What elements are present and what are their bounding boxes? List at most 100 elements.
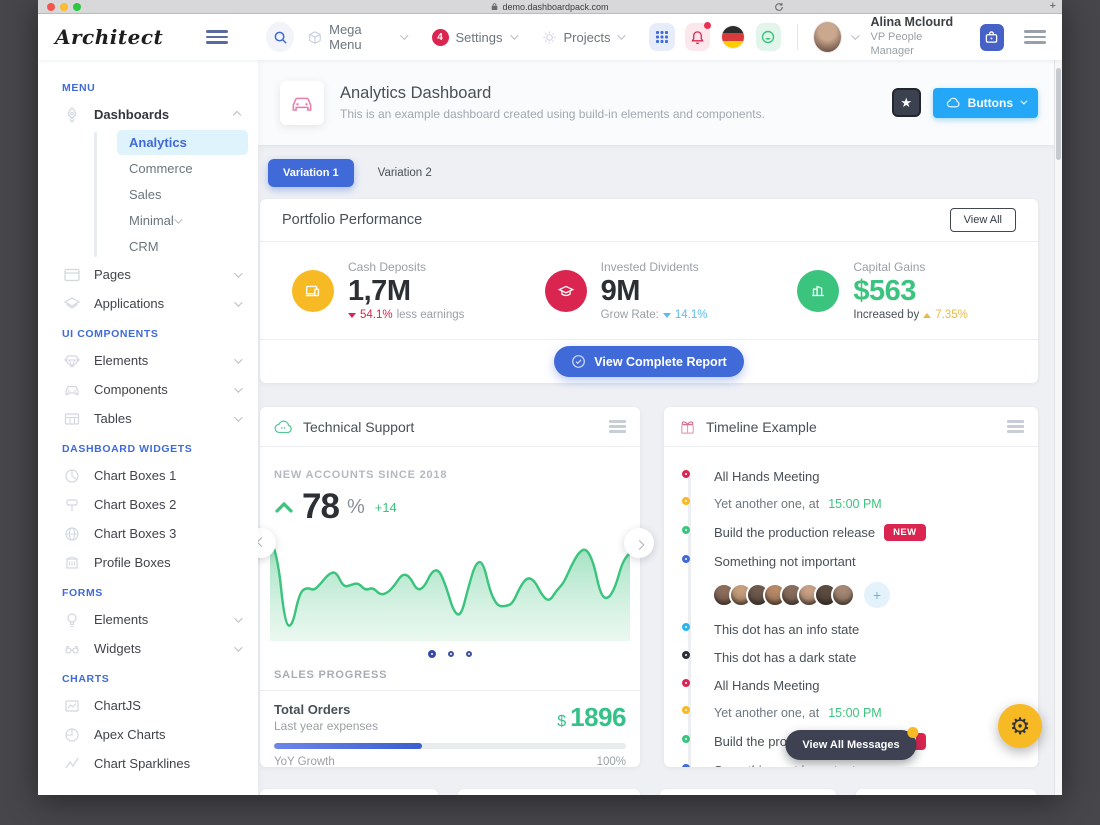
timeline-item[interactable]: This dot has an info state: [682, 622, 1022, 637]
timeline-item[interactable]: Yet another one, at 15:00 PM: [682, 497, 1022, 511]
header-divider: [796, 24, 798, 50]
sidebar-item-profile-boxes[interactable]: Profile Boxes: [38, 548, 258, 577]
sidebar-item-label: Tables: [94, 411, 132, 426]
projects-dropdown[interactable]: Projects: [542, 29, 627, 45]
sidebar-item-chart-boxes-1[interactable]: Chart Boxes 1: [38, 461, 258, 490]
close-window-button[interactable]: [47, 3, 55, 11]
stat-label: Capital Gains: [853, 259, 926, 274]
apps-grid-button[interactable]: [649, 23, 675, 51]
sidebar-item-pages[interactable]: Pages: [38, 260, 258, 289]
sidebar-subitem-commerce[interactable]: Commerce: [129, 161, 193, 176]
layers-icon: [62, 294, 82, 314]
delta-label: Grow Rate:: [600, 309, 659, 322]
timeline-item[interactable]: Yet another one, at 15:00 PM: [682, 706, 1022, 720]
portfolio-card-header: Portfolio Performance View All: [260, 199, 1038, 242]
stat-delta: Increased by 7.35%: [853, 309, 967, 321]
user-avatar[interactable]: [813, 22, 841, 52]
sidebar-subitem-sales[interactable]: Sales: [129, 187, 162, 202]
minimize-window-button[interactable]: [60, 3, 68, 11]
mega-menu-dropdown[interactable]: Mega Menu: [308, 22, 409, 52]
notifications-button[interactable]: [684, 22, 712, 51]
portfolio-performance-card: Portfolio Performance View All Cash Depo…: [260, 199, 1038, 383]
sidebar-heading-menu: MENU: [62, 82, 96, 94]
sidebar-heading-dashboard-widgets: DASHBOARD WIDGETS: [62, 443, 193, 455]
car-icon: [292, 97, 312, 111]
new-tab-button[interactable]: +: [1049, 0, 1056, 12]
stat-delta: Grow Rate: 14.1%: [601, 309, 708, 321]
card-menu-button[interactable]: [609, 420, 626, 433]
view-all-messages-button[interactable]: View All Messages: [785, 727, 919, 760]
buttons-dropdown[interactable]: Buttons: [932, 87, 1038, 118]
timeline-item[interactable]: Something not important: [682, 763, 1022, 767]
sidebar-item-chartjs[interactable]: ChartJS: [38, 691, 258, 720]
carousel-dot[interactable]: [448, 651, 454, 657]
sidebar-item-label: Chart Boxes 2: [94, 497, 177, 512]
address-bar[interactable]: demo.dashboardpack.com: [491, 2, 609, 12]
user-menu-chevron-icon[interactable]: [851, 31, 860, 40]
sidebar-subitem-minimal[interactable]: Minimal: [117, 208, 248, 233]
calendar-action-button[interactable]: [979, 23, 1004, 51]
page-title-bar: Analytics Dashboard This is an example d…: [258, 60, 1054, 146]
app-logo[interactable]: Architect: [55, 25, 164, 49]
favorite-button[interactable]: ★: [891, 88, 921, 117]
search-button[interactable]: [266, 22, 295, 52]
settings-dropdown[interactable]: 4 Settings: [431, 28, 519, 46]
timeline-item[interactable]: Something not important: [682, 554, 1022, 569]
timeline-item[interactable]: All Hands Meeting: [682, 469, 1022, 484]
page-title-block: Analytics Dashboard This is an example d…: [340, 84, 765, 121]
settings-label: Settings: [455, 29, 503, 45]
sidebar-item-components[interactable]: Components: [38, 375, 258, 404]
carousel-prev-button[interactable]: [258, 528, 276, 558]
maximize-window-button[interactable]: [73, 3, 81, 11]
dashboards-submenu: Analytics Commerce Sales Minimal CRM: [38, 130, 258, 259]
projects-label: Projects: [563, 29, 611, 45]
sidebar-item-form-widgets[interactable]: Widgets: [38, 634, 258, 663]
avatar-group: +: [712, 582, 1022, 608]
view-all-button[interactable]: View All: [949, 208, 1016, 232]
card-menu-button[interactable]: [1007, 420, 1024, 433]
sidebar-item-chart-boxes-2[interactable]: Chart Boxes 2: [38, 490, 258, 519]
tab-variation-2[interactable]: Variation 2: [377, 167, 432, 179]
sidebar-item-applications[interactable]: Applications: [38, 289, 258, 318]
refresh-icon[interactable]: [774, 2, 784, 12]
sidebar-subitem-analytics[interactable]: Analytics: [117, 130, 248, 155]
german-flag-icon: [720, 25, 745, 49]
chat-button[interactable]: [755, 23, 781, 51]
scrollbar-thumb[interactable]: [1056, 68, 1061, 160]
subitem-label: Minimal: [129, 213, 174, 228]
sidebar-item-form-elements[interactable]: Elements: [38, 605, 258, 634]
carousel-dot[interactable]: [466, 651, 472, 657]
sidebar-item-apex-charts[interactable]: Apex Charts: [38, 720, 258, 749]
timeline-header: Timeline Example: [664, 407, 1038, 447]
add-member-button[interactable]: +: [864, 582, 890, 608]
pie-chart-icon: [62, 466, 82, 486]
glasses-icon: [62, 639, 82, 659]
timeline-time: 15:00 PM: [828, 497, 882, 511]
sidebar-item-chart-boxes-3[interactable]: Chart Boxes 3: [38, 519, 258, 548]
timeline-dot-warning: [682, 497, 690, 505]
sidebar-item-dashboards[interactable]: Dashboards: [38, 100, 258, 129]
tab-variation-1[interactable]: Variation 1: [268, 159, 354, 187]
header-menu-button[interactable]: [1023, 30, 1046, 44]
chevron-down-icon: [399, 31, 409, 40]
graduation-cap-icon: [544, 269, 587, 312]
sidebar-item-elements[interactable]: Elements: [38, 346, 258, 375]
stat-body: Capital Gains $563 Increased by 7.35%: [853, 260, 967, 321]
sidebar-item-tables[interactable]: Tables: [38, 404, 258, 433]
sidebar-subitem-crm[interactable]: CRM: [129, 239, 159, 254]
timeline-item[interactable]: All Hands Meeting: [682, 678, 1022, 693]
language-button[interactable]: [720, 23, 745, 51]
sidebar-item-chart-sparklines[interactable]: Chart Sparklines: [38, 749, 258, 778]
settings-fab[interactable]: ⚙: [998, 704, 1042, 748]
page-subtitle: This is an example dashboard created usi…: [340, 107, 765, 121]
sidebar-toggle-button[interactable]: [206, 30, 228, 44]
carousel-next-button[interactable]: [624, 528, 654, 558]
timeline-item[interactable]: This dot has a dark state: [682, 650, 1022, 665]
card-title: Technical Support: [303, 418, 415, 435]
timeline-item[interactable]: Build the production release NEW: [682, 524, 1022, 541]
avatar[interactable]: [831, 583, 855, 607]
page-scrollbar[interactable]: [1054, 60, 1062, 795]
window-controls: [47, 3, 81, 11]
view-complete-report-button[interactable]: View Complete Report: [554, 346, 744, 377]
carousel-dot-active[interactable]: [428, 650, 436, 658]
